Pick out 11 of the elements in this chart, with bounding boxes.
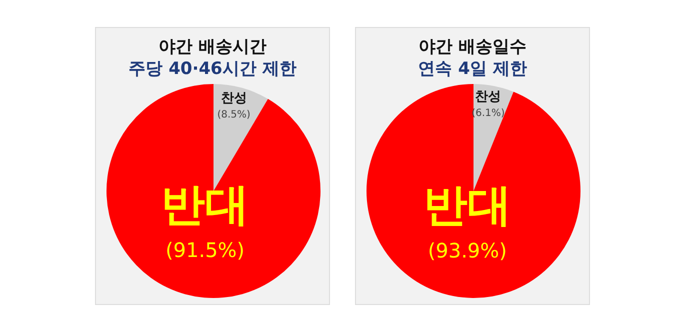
chart-title: 야간 배송시간 xyxy=(158,36,268,58)
chart-subtitle: 주당 40·46시간 제한 xyxy=(128,58,298,80)
data-label: (8.5%) xyxy=(217,109,251,120)
chart-title: 야간 배송일수 xyxy=(418,36,528,58)
chart-subtitle: 연속 4일 제한 xyxy=(417,58,528,80)
slice-label: 반대 xyxy=(423,180,512,231)
slice-label: 찬성 xyxy=(220,91,247,106)
slice-label: 찬성 xyxy=(475,90,502,105)
slice-label: 반대 xyxy=(161,179,250,230)
data-label: (93.9%) xyxy=(428,238,507,263)
data-label: (91.5%) xyxy=(165,238,245,262)
